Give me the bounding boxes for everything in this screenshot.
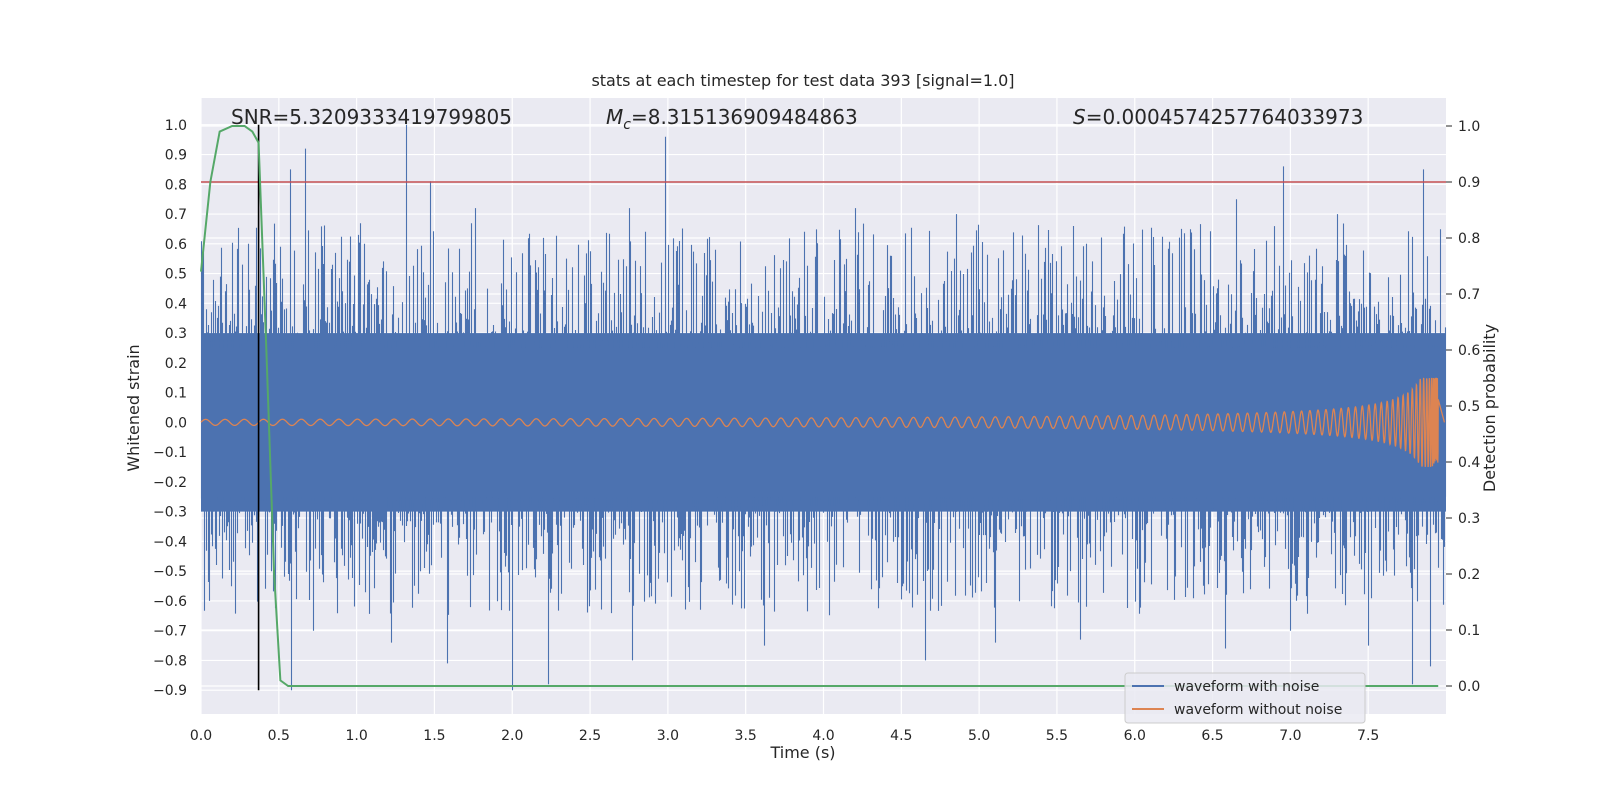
y-tick-label-left: −0.5: [153, 564, 187, 580]
y-tick-label-left: −0.2: [153, 475, 187, 491]
y-tick-label-right: 0.6: [1458, 343, 1480, 359]
y-tick-label-left: 1.0: [165, 118, 187, 134]
x-tick-label: 1.0: [345, 728, 367, 744]
y-tick-label-right: 0.5: [1458, 399, 1480, 415]
chirp-mass-subscript: c: [623, 117, 631, 133]
y-tick-label-left: −0.3: [153, 505, 187, 521]
y-tick-label-left: −0.9: [153, 683, 187, 699]
y-tick-label-left: −0.1: [153, 445, 187, 461]
x-tick-label: 3.5: [735, 728, 757, 744]
x-tick-label: 4.5: [890, 728, 912, 744]
chirp-mass-value: =8.315136909484863: [631, 105, 858, 129]
x-tick-label: 0.0: [190, 728, 212, 744]
y-tick-label-right: 0.9: [1458, 175, 1480, 191]
chirp-mass-symbol: M: [606, 105, 623, 129]
y-tick-label-left: 0.4: [165, 296, 187, 312]
chirp-mass-annotation: Mc=8.315136909484863: [606, 105, 858, 133]
y-tick-label-left: 0.5: [165, 267, 187, 283]
y-tick-label-right: 0.7: [1458, 287, 1480, 303]
x-axis-label: Time (s): [769, 743, 835, 762]
y-tick-label-left: 0.8: [165, 177, 187, 193]
y-tick-label-left: 0.1: [165, 386, 187, 402]
plot-area: 0.0 0.5 1.0 1.5 2.0 2.5 3.0 3.5 4.0 4.5 5.0 5.5 6.0 6…: [153, 98, 1480, 744]
y-tick-label-right: 0.8: [1458, 231, 1480, 247]
y-axis-label-left: Whitened strain: [124, 344, 143, 471]
legend: waveform with noise waveform without noi…: [1124, 672, 1366, 724]
y-tick-label-left: −0.8: [153, 653, 187, 669]
y-tick-label-left: 0.0: [165, 415, 187, 431]
y-tick-label-left: −0.4: [153, 534, 187, 550]
s-annotation: S=0.0004574257764033973: [1073, 105, 1363, 129]
detection-probability-line: [200, 125, 1439, 687]
x-tick-label: 2.0: [501, 728, 523, 744]
s-value: =0.0004574257764033973: [1086, 105, 1364, 129]
y-tick-label-right: 1.0: [1458, 119, 1480, 135]
x-tick-label: 1.5: [423, 728, 445, 744]
y-tick-label-left: −0.6: [153, 594, 187, 610]
y-tick-label-left: 0.7: [165, 207, 187, 223]
s-symbol: S: [1073, 105, 1086, 129]
y-axis-label-right: Detection probability: [1480, 324, 1499, 492]
x-tick-label: 3.0: [657, 728, 679, 744]
legend-label-clean: waveform without noise: [1174, 702, 1342, 718]
x-tick-label: 6.0: [1124, 728, 1146, 744]
y-tick-label-left: 0.2: [165, 356, 187, 372]
x-tick-label: 5.0: [968, 728, 990, 744]
y-tick-label-left: 0.3: [165, 326, 187, 342]
y-tick-label-left: 0.6: [165, 237, 187, 253]
y-tick-label-right: 0.2: [1458, 567, 1480, 583]
x-tick-label: 0.5: [268, 728, 290, 744]
y-tick-label-right: 0.3: [1458, 511, 1480, 527]
legend-label-noisy: waveform with noise: [1174, 679, 1319, 695]
x-tick-label: 7.5: [1357, 728, 1379, 744]
y-tick-label-left: −0.7: [153, 624, 187, 640]
x-tick-label: 7.0: [1279, 728, 1301, 744]
y-tick-label-left: 0.9: [165, 148, 187, 164]
y-tick-label-right: 0.0: [1458, 679, 1480, 695]
x-tick-label: 4.0: [812, 728, 834, 744]
snr-annotation: SNR=5.3209333419799805: [231, 105, 512, 129]
y-tick-label-right: 0.1: [1458, 623, 1480, 639]
x-tick-label: 6.5: [1201, 728, 1223, 744]
legend-box: [1124, 672, 1366, 724]
y-tick-label-right: 0.4: [1458, 455, 1480, 471]
chart-title: stats at each timestep for test data 393…: [591, 71, 1014, 90]
clean-waveform-line: [200, 377, 1446, 468]
x-tick-label: 5.5: [1046, 728, 1068, 744]
x-tick-label: 2.5: [579, 728, 601, 744]
